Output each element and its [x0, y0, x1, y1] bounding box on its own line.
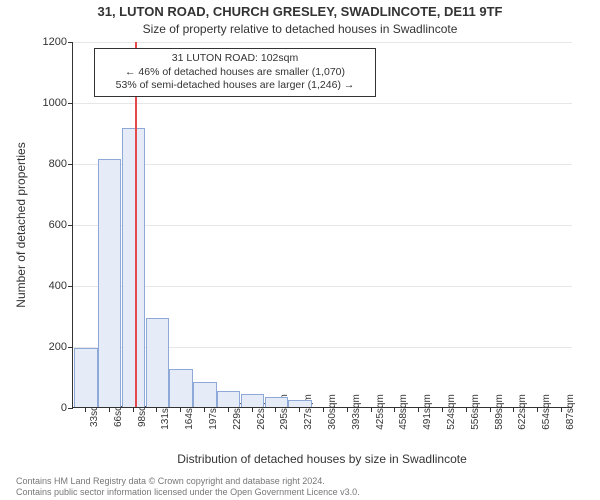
histogram-bar: [193, 382, 216, 407]
histogram-bar: [265, 397, 288, 407]
x-tick-label: 622sqm: [513, 394, 528, 430]
grid-line: [73, 42, 572, 43]
x-tick-label: 556sqm: [466, 394, 481, 430]
x-tick-label: 654sqm: [537, 394, 552, 430]
footer-line-2: Contains public sector information licen…: [16, 487, 360, 498]
grid-line: [73, 225, 572, 226]
chart-container: 31, LUTON ROAD, CHURCH GRESLEY, SWADLINC…: [0, 0, 600, 500]
histogram-bar: [74, 348, 97, 407]
infobox-line-1: 31 LUTON ROAD: 102sqm: [101, 52, 369, 66]
histogram-bar: [122, 128, 145, 407]
y-tick-label: 0: [61, 402, 73, 414]
chart-infobox: 31 LUTON ROAD: 102sqm ← 46% of detached …: [94, 48, 376, 97]
footer-credits: Contains HM Land Registry data © Crown c…: [16, 476, 360, 499]
histogram-bar: [288, 400, 311, 407]
x-tick-label: 458sqm: [394, 394, 409, 430]
grid-line: [73, 286, 572, 287]
chart-area: 02004006008001000120033sqm66sqm98sqm131s…: [72, 42, 572, 408]
infobox-line-3: 53% of semi-detached houses are larger (…: [101, 79, 369, 93]
y-tick-label: 800: [49, 158, 73, 170]
page-subtitle: Size of property relative to detached ho…: [0, 22, 600, 36]
histogram-bar: [98, 159, 121, 407]
histogram-bar: [217, 391, 240, 407]
x-tick-label: 393sqm: [347, 394, 362, 430]
x-tick-label: 491sqm: [418, 394, 433, 430]
y-tick-label: 1000: [43, 97, 73, 109]
histogram-bar: [146, 318, 169, 407]
page-title: 31, LUTON ROAD, CHURCH GRESLEY, SWADLINC…: [0, 4, 600, 19]
x-tick-label: 524sqm: [442, 394, 457, 430]
x-tick-label: 589sqm: [490, 394, 505, 430]
x-tick-label: 425sqm: [371, 394, 386, 430]
x-tick-label: 687sqm: [561, 394, 576, 430]
y-tick-label: 600: [49, 219, 73, 231]
x-tick-label: 360sqm: [323, 394, 338, 430]
grid-line: [73, 164, 572, 165]
infobox-line-2: ← 46% of detached houses are smaller (1,…: [101, 66, 369, 80]
y-tick-label: 1200: [43, 36, 73, 48]
x-axis-label: Distribution of detached houses by size …: [72, 452, 572, 466]
y-tick-label: 400: [49, 280, 73, 292]
histogram-bar: [169, 369, 192, 407]
histogram-bar: [241, 394, 264, 407]
footer-line-1: Contains HM Land Registry data © Crown c…: [16, 476, 360, 487]
grid-line: [73, 103, 572, 104]
y-tick-label: 200: [49, 341, 73, 353]
